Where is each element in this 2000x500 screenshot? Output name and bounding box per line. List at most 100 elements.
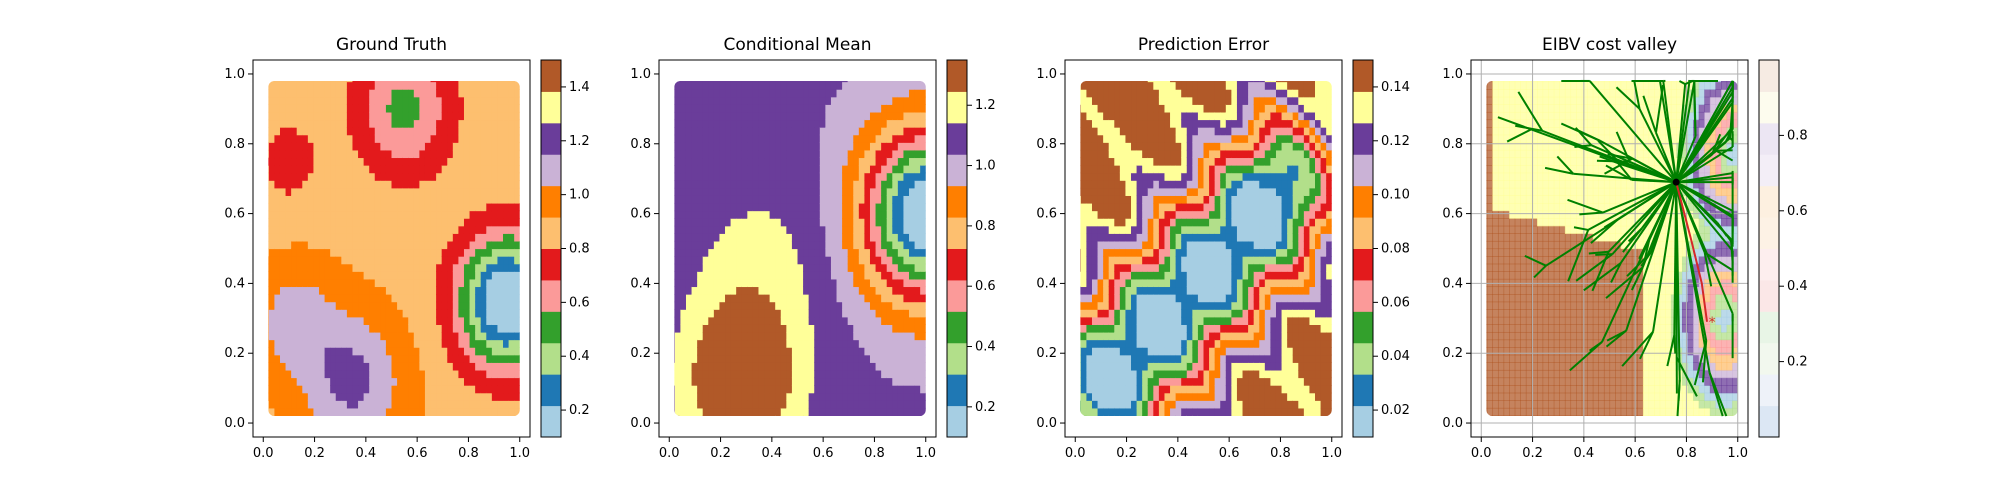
panel-title: Ground Truth — [336, 35, 447, 55]
colorbar: 0.2 0.4 0.6 0.8 1.0 1.2 1.4 — [540, 59, 590, 438]
x-tick-label: 0.0 — [253, 446, 274, 461]
y-tick-label: 0.8 — [1442, 137, 1463, 152]
colorbar-segment — [1759, 374, 1779, 407]
y-tick-label: 0.2 — [630, 346, 651, 361]
colorbar-segment — [1759, 248, 1779, 281]
colorbar: 0.2 0.4 0.6 0.8 1.0 1.2 — [946, 59, 996, 438]
colorbar-segment — [1353, 154, 1373, 187]
colorbar-segment — [1353, 279, 1373, 312]
colorbar-segment — [947, 154, 967, 187]
tree-root-marker — [1672, 178, 1680, 186]
axes-frame — [252, 59, 531, 438]
x-tick-label: 0.4 — [762, 446, 783, 461]
colorbar-tick-label: 1.0 — [975, 159, 996, 174]
x-tick-label: 1.0 — [1727, 446, 1748, 461]
colorbar-segment — [947, 185, 967, 218]
x-tick-label: 0.2 — [1116, 446, 1137, 461]
axes-frame — [658, 59, 937, 438]
colorbar-segment — [1759, 185, 1779, 218]
colorbar-segment — [947, 248, 967, 281]
colorbar-segment — [1353, 248, 1373, 281]
colorbar-tick-label: 1.0 — [569, 188, 590, 203]
y-tick-label: 0.0 — [630, 416, 651, 431]
colorbar-tick-label: 0.2 — [1787, 355, 1808, 370]
colorbar-segment — [1759, 60, 1779, 92]
colorbar-segment — [1353, 60, 1373, 92]
colorbar-tick-label: 0.4 — [1787, 279, 1808, 294]
colorbar-segment — [947, 374, 967, 407]
y-tick-label: 0.8 — [224, 137, 245, 152]
x-tick-label: 0.6 — [407, 446, 428, 461]
x-tick-label: 0.0 — [1471, 446, 1492, 461]
colorbar-segment — [541, 279, 561, 312]
colorbar-tick-label: 0.06 — [1381, 295, 1410, 310]
y-tick-label: 0.6 — [630, 207, 651, 222]
colorbar-segment — [541, 342, 561, 375]
x-tick-label: 0.8 — [1270, 446, 1291, 461]
x-tick-label: 0.8 — [1676, 446, 1697, 461]
colorbar-tick-label: 0.04 — [1381, 349, 1410, 364]
grid-lines — [1471, 60, 1748, 437]
field-cells — [268, 80, 520, 417]
colorbar-tick-label: 1.2 — [975, 98, 996, 113]
x-tick-label: 0.4 — [1168, 446, 1189, 461]
path-tree — [1497, 79, 1734, 417]
colorbar-segment — [541, 122, 561, 155]
y-tick-label: 0.0 — [1036, 416, 1057, 431]
colorbar-segment — [947, 91, 967, 124]
colorbar-segment — [541, 91, 561, 124]
x-tick-label: 0.4 — [356, 446, 377, 461]
colorbar-segment — [1759, 122, 1779, 155]
colorbar-segment — [541, 185, 561, 218]
colorbar-segment — [1759, 217, 1779, 249]
y-tick-label: 1.0 — [1036, 67, 1057, 82]
colorbar-segment — [947, 311, 967, 344]
x-tick-label: 1.0 — [509, 446, 530, 461]
y-tick-label: 0.2 — [1036, 346, 1057, 361]
y-tick-label: 0.6 — [224, 207, 245, 222]
colorbar-tick-label: 0.10 — [1381, 188, 1410, 203]
x-tick-label: 0.8 — [864, 446, 885, 461]
panel-4: EIBV cost valley * 0.0 0.2 0.4 0.6 0.8 1.0 0.0 0.… — [1442, 35, 1807, 461]
x-tick-label: 0.6 — [1625, 446, 1646, 461]
colorbar-tick-label: 0.02 — [1381, 403, 1410, 418]
colorbar-tick-label: 0.6 — [975, 279, 996, 294]
colorbar-tick-label: 0.2 — [569, 403, 590, 418]
colorbar-segment — [1759, 342, 1779, 375]
y-tick-label: 0.8 — [630, 137, 651, 152]
colorbar-segment — [1353, 217, 1373, 249]
colorbar-tick-label: 0.6 — [1787, 204, 1808, 219]
x-tick-label: 0.2 — [1522, 446, 1543, 461]
x-tick-label: 1.0 — [1321, 446, 1342, 461]
colorbar-segment — [541, 374, 561, 407]
colorbar-tick-label: 0.6 — [569, 295, 590, 310]
chosen-path — [1675, 181, 1708, 322]
panel-2: Conditional Mean 0.0 0.2 0.4 0.6 0.8 1.0 0.0 0.2… — [630, 35, 995, 461]
colorbar-segment — [541, 217, 561, 249]
y-tick-label: 0.0 — [1442, 416, 1463, 431]
colorbar-tick-label: 0.14 — [1381, 80, 1410, 95]
y-tick-label: 0.4 — [1036, 276, 1057, 291]
y-tick-label: 0.2 — [1442, 346, 1463, 361]
colorbar-segment — [1353, 405, 1373, 438]
y-tick-label: 0.2 — [224, 346, 245, 361]
colorbar-tick-label: 0.08 — [1381, 242, 1410, 257]
colorbar-tick-label: 0.4 — [975, 340, 996, 355]
colorbar-tick-label: 0.8 — [569, 242, 590, 257]
colorbar-segment — [541, 154, 561, 187]
colorbar-segment — [947, 217, 967, 249]
x-tick-label: 0.0 — [1065, 446, 1086, 461]
y-tick-label: 1.0 — [1442, 67, 1463, 82]
colorbar-segment — [1759, 154, 1779, 187]
axes-frame — [1064, 59, 1343, 438]
y-tick-label: 0.6 — [1036, 207, 1057, 222]
colorbar-segment — [947, 122, 967, 155]
colorbar-segment — [1353, 91, 1373, 124]
colorbar-segment — [1353, 185, 1373, 218]
y-tick-label: 0.0 — [224, 416, 245, 431]
colorbar-segment — [1353, 311, 1373, 344]
x-tick-label: 0.6 — [1219, 446, 1240, 461]
y-tick-label: 0.4 — [1442, 276, 1463, 291]
colorbar-segment — [1353, 342, 1373, 375]
